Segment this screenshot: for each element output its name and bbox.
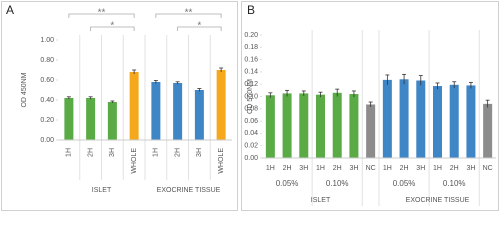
- y-tick-label: 0.00: [244, 155, 258, 162]
- y-tick-label: 0.06: [244, 118, 258, 125]
- y-tick-label: 0.14: [244, 69, 258, 76]
- subgroup-label: 0.10%: [443, 179, 466, 188]
- significance-bracket: [90, 26, 135, 31]
- x-tick-label: 2H: [87, 148, 94, 157]
- panel-frame: [241, 1, 499, 211]
- x-tick-label: 1H: [66, 148, 73, 157]
- bar: [194, 90, 204, 140]
- x-tick-label: NC: [366, 165, 376, 172]
- figure: A B 0.00 0.20 0.40 0.60 0.80 1.00 OD 450NM 1H 2H…: [1, 1, 499, 211]
- bar: [433, 86, 442, 158]
- group-label: ISLET: [92, 187, 112, 194]
- x-tick-label: 3H: [349, 165, 358, 172]
- x-tick-label: 2H: [333, 165, 342, 172]
- x-tick-label: 2H: [174, 148, 181, 157]
- bar: [483, 103, 493, 158]
- x-tick-label: 3H: [416, 165, 425, 172]
- y-tick-label: 0.60: [40, 77, 54, 84]
- y-tick-label: 0.20: [244, 32, 258, 39]
- significance-label: *: [197, 21, 201, 32]
- significance-label: **: [185, 8, 193, 19]
- significance-label: *: [110, 21, 114, 32]
- subgroup-label: 0.10%: [326, 179, 349, 188]
- x-tick-label: 3H: [299, 165, 308, 172]
- x-tick-label: 1H: [153, 148, 160, 157]
- y-tick-label: 0.16: [244, 56, 258, 63]
- x-tick-label: WHOLE: [131, 148, 138, 174]
- bar: [349, 94, 359, 158]
- bar: [107, 102, 117, 140]
- group-label: EXOCRINE TISSUE: [157, 187, 221, 194]
- group-label: EXOCRINE TISSUE: [406, 197, 470, 204]
- panel-letter: A: [6, 3, 14, 17]
- y-tick-label: 0.02: [244, 143, 258, 150]
- subgroup-label: 0.05%: [393, 179, 416, 188]
- y-tick-label: 1.00: [40, 37, 54, 44]
- y-tick-label: 0.80: [40, 57, 54, 64]
- bar: [466, 85, 476, 158]
- bar: [282, 93, 292, 158]
- x-tick-label: 1H: [266, 165, 275, 172]
- bar: [299, 93, 309, 158]
- bar: [216, 70, 226, 140]
- panel-frame: [1, 1, 238, 211]
- bar: [86, 98, 96, 140]
- bar: [316, 94, 325, 158]
- bar: [416, 80, 426, 158]
- x-tick-label: NC: [483, 165, 493, 172]
- x-tick-label: 3H: [466, 165, 475, 172]
- y-tick-label: 0.12: [244, 81, 258, 88]
- group-label: ISLET: [311, 197, 331, 204]
- x-tick-label: 3H: [196, 148, 203, 157]
- y-tick-label: 0.08: [244, 106, 258, 113]
- y-tick-label: 0.40: [40, 97, 54, 104]
- significance-label: **: [98, 8, 106, 19]
- significance-bracket: [177, 26, 222, 31]
- y-tick-label: 0.00: [40, 137, 54, 144]
- panel-letter: B: [247, 3, 255, 17]
- significance-bracket: [68, 13, 135, 18]
- bar: [129, 72, 139, 140]
- significance-bracket: [155, 13, 222, 18]
- x-tick-label: 1H: [433, 165, 442, 172]
- bar: [382, 79, 392, 158]
- bar: [449, 84, 459, 158]
- x-tick-label: 3H: [109, 148, 116, 157]
- bar: [399, 79, 409, 158]
- bar: [332, 92, 342, 158]
- x-tick-label: 1H: [383, 165, 392, 172]
- bar: [173, 83, 183, 140]
- y-tick-label: 0.10: [244, 93, 258, 100]
- bar: [366, 104, 376, 158]
- bar: [265, 95, 275, 158]
- y-tick-label: 0.04: [244, 130, 258, 137]
- x-tick-label: 1H: [316, 165, 325, 172]
- x-tick-label: 2H: [400, 165, 409, 172]
- x-tick-label: WHOLE: [218, 148, 225, 174]
- x-tick-label: 2H: [450, 165, 459, 172]
- y-tick-label: 0.18: [244, 44, 258, 51]
- y-tick-label: 0.20: [40, 117, 54, 124]
- subgroup-label: 0.05%: [276, 179, 299, 188]
- y-axis-label: OD 450NM: [21, 72, 28, 107]
- x-tick-label: 2H: [283, 165, 292, 172]
- bar: [151, 82, 161, 140]
- bar: [64, 98, 74, 140]
- y-axis-label: OD 560NM: [247, 79, 254, 114]
